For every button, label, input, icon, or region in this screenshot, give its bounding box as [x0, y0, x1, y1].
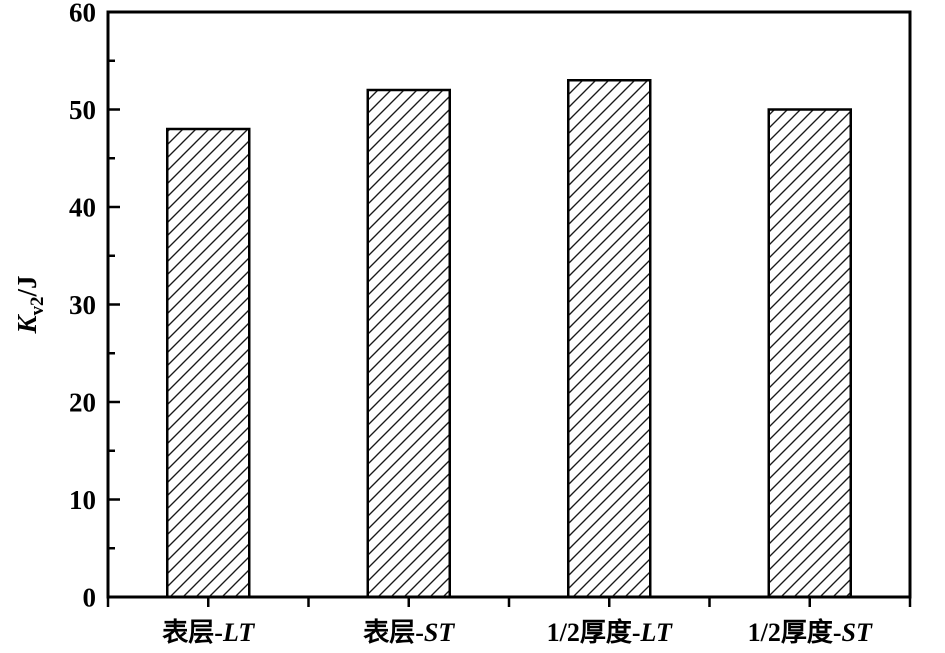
bar-表层-LT: [166, 127, 251, 599]
bar-1/2厚度-LT: [567, 79, 652, 599]
y-tick-label: 20: [69, 387, 96, 417]
y-tick-label: 40: [69, 192, 96, 222]
y-tick-label: 30: [69, 290, 96, 320]
x-category-label: 表层-ST: [363, 618, 455, 647]
x-category-label: 1/2厚度-ST: [748, 617, 873, 647]
y-tick-label: 50: [69, 95, 96, 125]
y-tick-label: 10: [69, 485, 96, 515]
x-category-label: 1/2厚度-LT: [547, 617, 673, 647]
y-tick-label: 60: [69, 0, 96, 27]
bar-1/2厚度-ST: [767, 108, 852, 599]
y-tick-label: 0: [83, 582, 97, 612]
y-axis-title: Kv2/J: [12, 275, 48, 334]
bar-表层-ST: [366, 88, 451, 599]
x-category-label: 表层-LT: [162, 618, 255, 647]
